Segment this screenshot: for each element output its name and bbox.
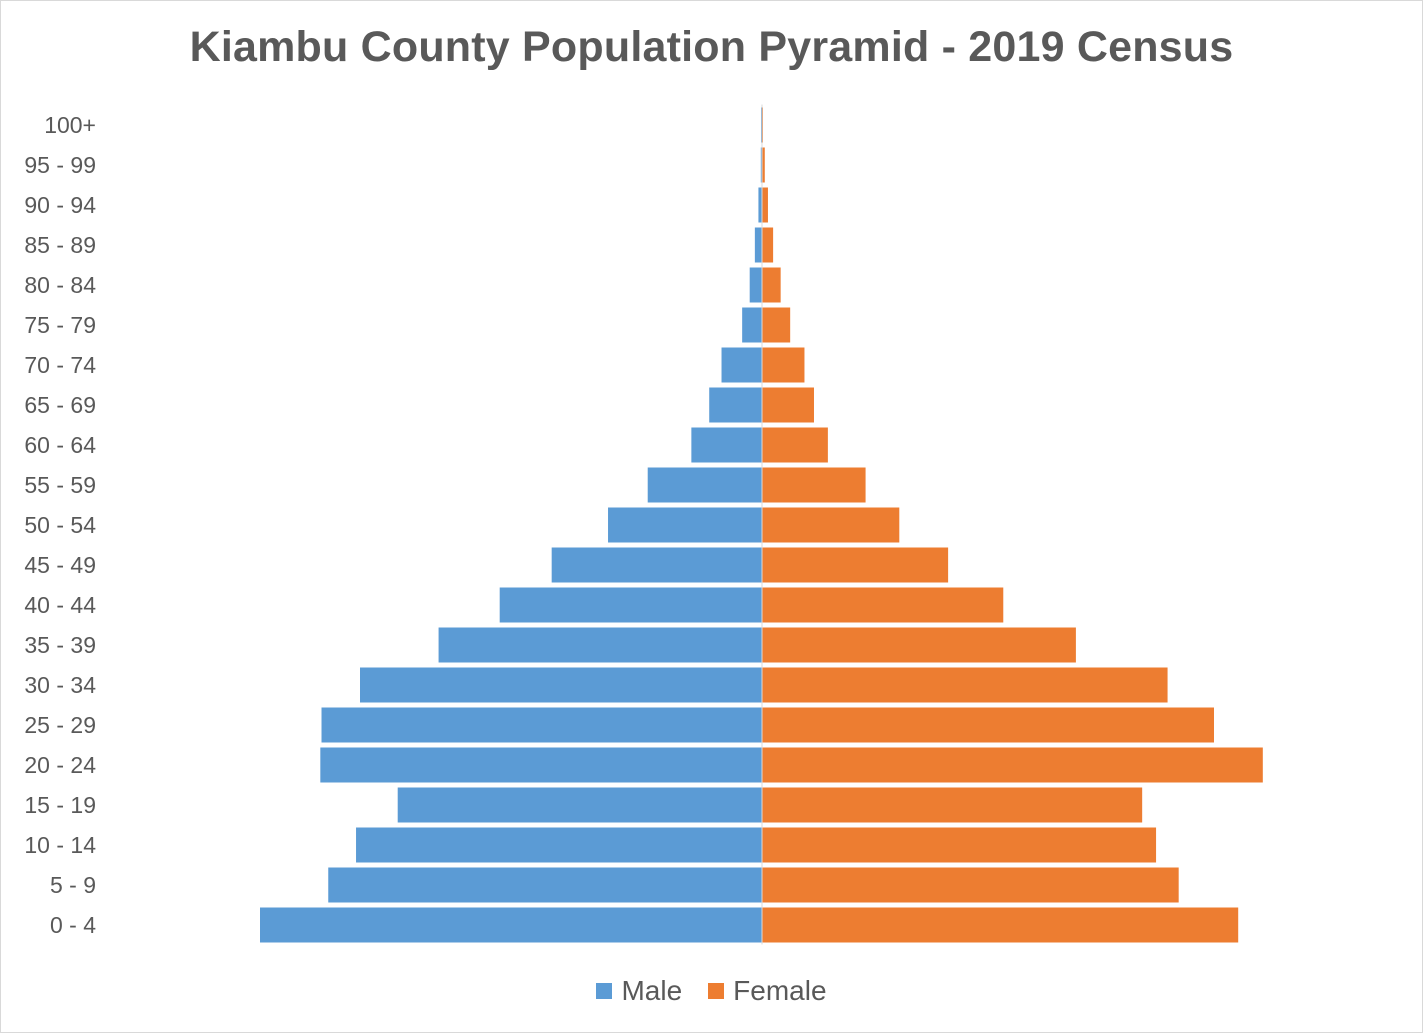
male-bar bbox=[721, 347, 762, 383]
female-bar bbox=[762, 547, 949, 583]
legend-swatch bbox=[596, 983, 613, 999]
female-bar bbox=[762, 427, 828, 463]
female-bar bbox=[762, 467, 866, 503]
male-bar bbox=[397, 787, 762, 823]
female-bar bbox=[762, 827, 1157, 863]
male-bar bbox=[754, 227, 762, 263]
female-bar bbox=[762, 787, 1143, 823]
female-bar bbox=[762, 587, 1004, 623]
y-tick-label: 80 - 84 bbox=[24, 272, 96, 298]
y-tick-label: 65 - 69 bbox=[24, 392, 96, 418]
male-bar bbox=[499, 587, 762, 623]
female-bar bbox=[762, 267, 781, 303]
y-tick-label: 5 - 9 bbox=[50, 872, 96, 898]
female-bar bbox=[762, 627, 1076, 663]
y-tick-label: 70 - 74 bbox=[24, 352, 96, 378]
legend-item-male: Male bbox=[596, 975, 682, 1007]
male-bar bbox=[320, 747, 762, 783]
male-bar bbox=[749, 267, 762, 303]
male-bar bbox=[328, 867, 762, 903]
male-bar bbox=[758, 187, 762, 223]
female-bar bbox=[762, 867, 1179, 903]
y-tick-label: 30 - 34 bbox=[24, 672, 96, 698]
male-bar bbox=[647, 467, 762, 503]
female-bar bbox=[762, 507, 900, 543]
male-bar bbox=[321, 707, 762, 743]
male-bar bbox=[260, 907, 762, 943]
female-bar bbox=[762, 227, 774, 263]
female-bar bbox=[762, 147, 765, 183]
male-bar bbox=[438, 627, 762, 663]
female-bar bbox=[762, 667, 1168, 703]
male-bar bbox=[360, 667, 762, 703]
male-bar bbox=[760, 147, 762, 183]
male-bar bbox=[691, 427, 762, 463]
y-tick-label: 25 - 29 bbox=[24, 712, 96, 738]
male-bar bbox=[551, 547, 762, 583]
female-bar bbox=[762, 907, 1239, 943]
y-tick-label: 95 - 99 bbox=[24, 152, 96, 178]
legend: Male Female bbox=[1, 975, 1422, 1007]
female-bar bbox=[762, 387, 814, 423]
y-tick-label: 20 - 24 bbox=[24, 752, 96, 778]
y-tick-label: 15 - 19 bbox=[24, 792, 96, 818]
male-bar bbox=[709, 387, 762, 423]
y-tick-label: 100+ bbox=[44, 112, 96, 138]
female-bar bbox=[762, 307, 791, 343]
y-tick-label: 40 - 44 bbox=[24, 592, 96, 618]
legend-item-female: Female bbox=[708, 975, 827, 1007]
y-tick-label: 85 - 89 bbox=[24, 232, 96, 258]
y-tick-label: 45 - 49 bbox=[24, 552, 96, 578]
female-bar bbox=[762, 707, 1214, 743]
y-tick-label: 35 - 39 bbox=[24, 632, 96, 658]
female-bar bbox=[762, 187, 768, 223]
male-bar bbox=[608, 507, 762, 543]
y-tick-label: 60 - 64 bbox=[24, 432, 96, 458]
legend-label: Male bbox=[621, 975, 683, 1006]
y-tick-label: 75 - 79 bbox=[24, 312, 96, 338]
chart-title: Kiambu County Population Pyramid - 2019 … bbox=[189, 23, 1234, 71]
male-bar bbox=[742, 307, 762, 343]
female-bar bbox=[762, 347, 805, 383]
female-bar bbox=[762, 747, 1263, 783]
y-tick-label: 50 - 54 bbox=[24, 512, 96, 538]
y-tick-label: 55 - 59 bbox=[24, 472, 96, 498]
male-bar bbox=[356, 827, 762, 863]
y-tick-label: 10 - 14 bbox=[24, 832, 96, 858]
legend-label: Female bbox=[733, 975, 827, 1006]
y-tick-label: 0 - 4 bbox=[50, 912, 96, 938]
legend-swatch bbox=[708, 983, 725, 999]
y-tick-label: 90 - 94 bbox=[24, 192, 96, 218]
